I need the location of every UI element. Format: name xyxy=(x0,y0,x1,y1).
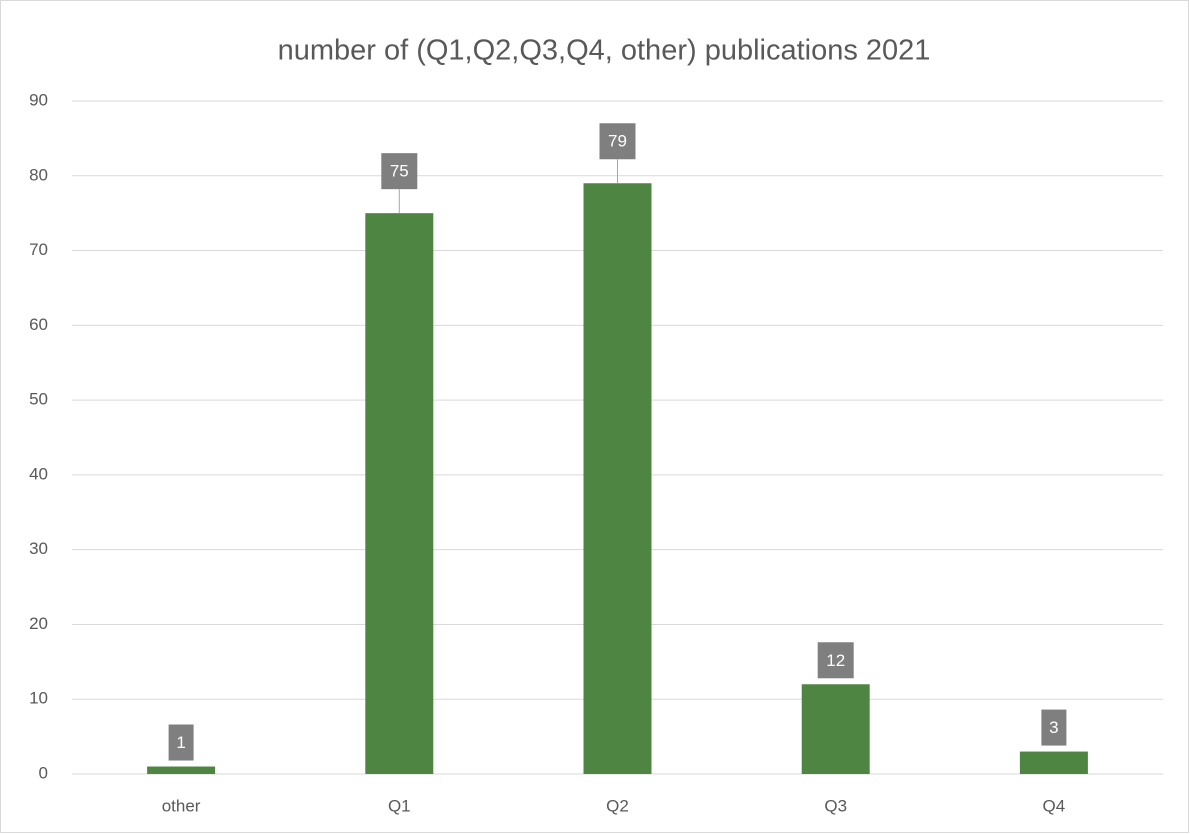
chart-title: number of (Q1,Q2,Q3,Q4, other) publicati… xyxy=(278,35,931,67)
y-tick-label: 0 xyxy=(39,763,48,782)
y-tick-label: 80 xyxy=(29,165,48,184)
data-label-box xyxy=(599,123,636,160)
y-tick-label: 90 xyxy=(29,90,48,109)
data-label: 3 xyxy=(1049,718,1058,737)
y-tick-label: 40 xyxy=(29,464,48,483)
bar xyxy=(147,766,216,774)
y-tick-label: 10 xyxy=(29,689,48,708)
x-tick-label: Q4 xyxy=(1043,796,1066,815)
bar xyxy=(583,183,652,774)
data-label: 1 xyxy=(176,733,185,752)
data-label: 12 xyxy=(826,651,845,670)
y-tick-label: 30 xyxy=(29,539,48,558)
data-label-box xyxy=(817,642,854,679)
data-label: 75 xyxy=(390,162,409,181)
data-label-box xyxy=(1041,709,1067,746)
x-tick-label: Q2 xyxy=(606,796,629,815)
y-tick-label: 20 xyxy=(29,614,48,633)
bar xyxy=(365,213,434,774)
x-tick-label: other xyxy=(162,796,201,815)
x-tick-label: Q1 xyxy=(388,796,411,815)
y-tick-label: 50 xyxy=(29,390,48,409)
bar xyxy=(1019,751,1088,774)
y-tick-label: 70 xyxy=(29,240,48,259)
data-label-box xyxy=(168,724,194,761)
bar xyxy=(801,684,870,774)
x-tick-label: Q3 xyxy=(824,796,847,815)
y-tick-label: 60 xyxy=(29,315,48,334)
data-label-box xyxy=(381,153,418,190)
data-label: 79 xyxy=(608,132,627,151)
